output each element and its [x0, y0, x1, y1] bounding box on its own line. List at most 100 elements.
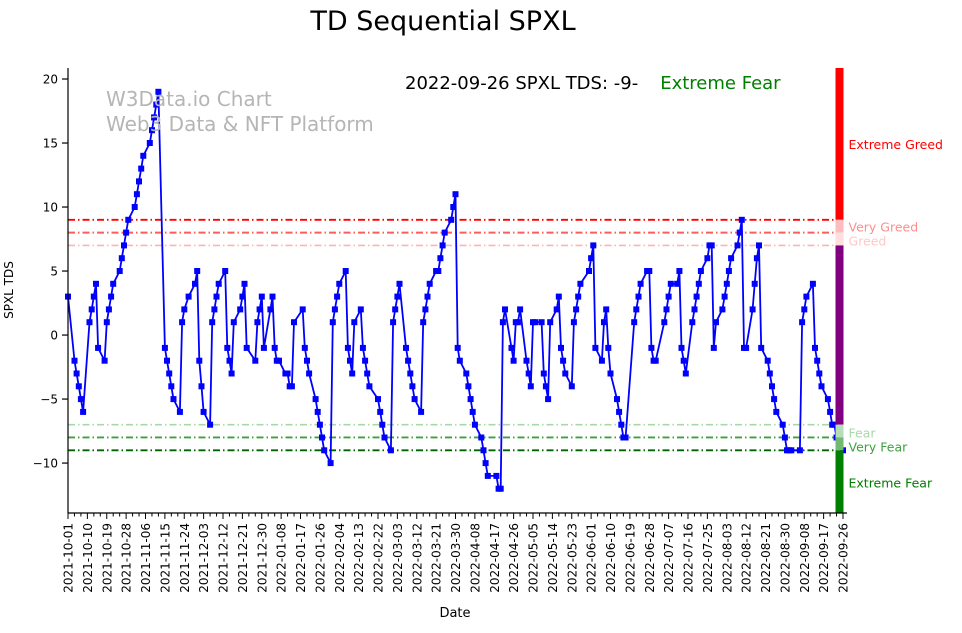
- data-point: [441, 229, 448, 236]
- data-point: [824, 396, 831, 403]
- data-point: [418, 408, 425, 415]
- data-point: [168, 383, 175, 390]
- y-tick-label: 15: [43, 137, 58, 151]
- data-point: [766, 370, 773, 377]
- y-axis-title: SPXL TDS: [2, 261, 16, 319]
- data-point: [493, 472, 500, 479]
- x-tick-label: 2022-08-12: [740, 523, 754, 593]
- data-point: [439, 242, 446, 249]
- x-tick-label: 2022-02-22: [372, 523, 386, 593]
- data-point: [271, 344, 278, 351]
- data-point: [77, 396, 84, 403]
- data-point: [260, 344, 267, 351]
- x-tick-label: 2022-07-07: [662, 523, 676, 593]
- data-point: [267, 306, 274, 313]
- data-point: [336, 280, 343, 287]
- data-point: [411, 396, 418, 403]
- x-tick-label: 2022-03-21: [430, 523, 444, 593]
- x-tick-label: 2021-12-12: [217, 523, 231, 593]
- data-point: [95, 344, 102, 351]
- data-point: [258, 293, 265, 300]
- data-point: [622, 434, 629, 441]
- data-point: [375, 396, 381, 403]
- data-point: [125, 216, 132, 223]
- x-tick-label: 2021-11-15: [158, 523, 172, 593]
- data-point: [463, 370, 470, 377]
- y-tick-label: 20: [43, 73, 58, 87]
- data-point: [304, 357, 310, 364]
- x-tick-label: 2022-08-30: [778, 523, 792, 593]
- data-point: [562, 370, 569, 377]
- data-point: [312, 396, 319, 403]
- data-point: [392, 306, 399, 313]
- data-point: [674, 280, 681, 287]
- data-point: [667, 280, 674, 287]
- data-point: [523, 357, 530, 364]
- data-point: [288, 383, 295, 390]
- data-point: [211, 306, 218, 313]
- data-point: [769, 383, 775, 390]
- data-point: [347, 357, 353, 364]
- data-point: [631, 319, 638, 326]
- data-point: [101, 357, 108, 364]
- data-point: [75, 383, 82, 390]
- data-point: [532, 319, 539, 326]
- x-tick-label: 2022-07-25: [701, 523, 715, 593]
- x-tick-label: 2022-04-08: [468, 523, 482, 593]
- zone-label-extreme-greed: Extreme Greed: [849, 137, 943, 152]
- data-point: [164, 357, 170, 364]
- data-point: [816, 370, 823, 377]
- zone-bar-very-greed: [835, 219, 844, 233]
- data-point: [478, 434, 485, 441]
- x-tick-label: 2021-10-01: [62, 523, 76, 593]
- data-point: [254, 319, 261, 326]
- data-point: [803, 293, 810, 300]
- data-point: [314, 408, 321, 415]
- data-point: [405, 357, 412, 364]
- data-point: [409, 383, 416, 390]
- data-point: [758, 344, 765, 351]
- data-point: [170, 396, 177, 403]
- zone-label-very-fear: Very Fear: [849, 440, 909, 455]
- chart-title: TD Sequential SPXL: [310, 6, 576, 37]
- data-point: [728, 255, 735, 262]
- data-point: [133, 191, 140, 198]
- data-point: [181, 306, 188, 313]
- data-point: [209, 319, 216, 326]
- x-tick-label: 2022-03-12: [410, 523, 424, 593]
- x-tick-label: 2021-10-19: [100, 523, 114, 593]
- data-point: [71, 357, 78, 364]
- data-point: [136, 178, 142, 185]
- zone-bar-fear: [835, 424, 844, 438]
- data-point: [435, 268, 442, 274]
- data-point: [469, 408, 476, 415]
- data-point: [465, 383, 472, 390]
- data-point: [407, 370, 414, 377]
- data-point: [331, 306, 338, 313]
- data-point: [796, 447, 803, 454]
- data-point: [633, 306, 640, 313]
- data-point: [426, 280, 433, 287]
- x-tick-label: 2022-01-26: [313, 523, 327, 593]
- data-point: [738, 216, 745, 223]
- data-point: [329, 319, 336, 326]
- data-point: [121, 242, 127, 249]
- x-tick-label: 2022-03-30: [449, 523, 463, 593]
- zone-label-greed: Greed: [849, 233, 887, 248]
- data-point: [146, 140, 153, 146]
- x-tick-label: 2021-11-24: [178, 523, 192, 593]
- data-point: [228, 370, 235, 377]
- data-point: [299, 306, 306, 313]
- data-point: [452, 191, 459, 198]
- data-point: [719, 306, 726, 313]
- data-point: [814, 357, 821, 364]
- data-point: [756, 242, 762, 249]
- data-point: [663, 306, 670, 313]
- data-point: [176, 408, 183, 415]
- x-tick-label: 2022-09-08: [798, 523, 812, 593]
- y-tick-label: 10: [43, 201, 58, 215]
- data-point: [359, 344, 366, 351]
- x-tick-label: 2022-03-03: [391, 523, 405, 593]
- data-point: [661, 319, 668, 326]
- x-tick-label: 2022-05-05: [527, 523, 541, 593]
